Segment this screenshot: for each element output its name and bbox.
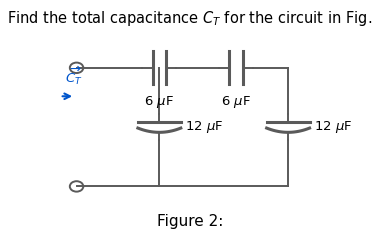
Text: 12 $\mu$F: 12 $\mu$F — [314, 119, 352, 135]
Text: Find the total capacitance $C_T$ for the circuit in Fig.: Find the total capacitance $C_T$ for the… — [8, 8, 372, 28]
Text: Figure 2:: Figure 2: — [157, 214, 223, 229]
Text: $\overrightarrow{C_T}$: $\overrightarrow{C_T}$ — [65, 65, 82, 87]
Text: 12 $\mu$F: 12 $\mu$F — [185, 119, 224, 135]
Text: 6 $\mu$F: 6 $\mu$F — [144, 94, 174, 110]
Text: 6 $\mu$F: 6 $\mu$F — [221, 94, 251, 110]
